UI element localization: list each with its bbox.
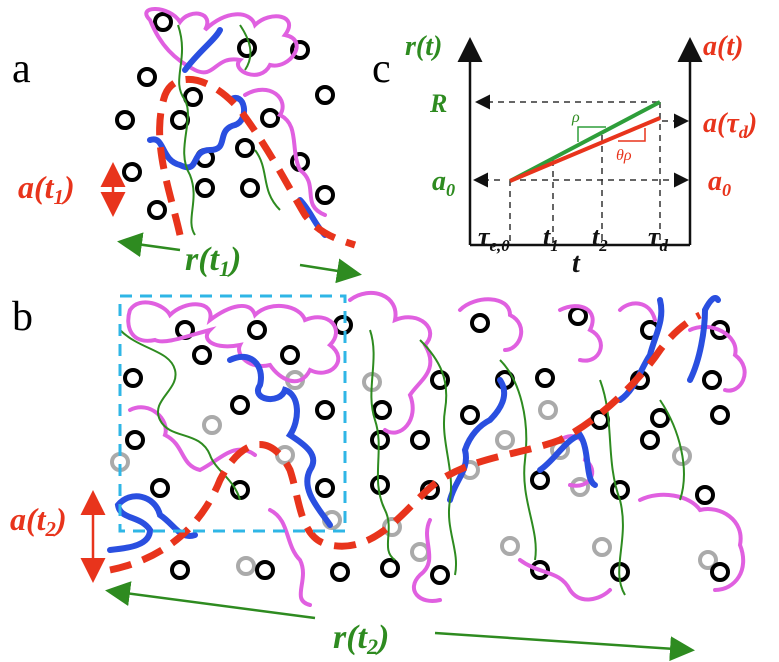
a0-label: a0 xyxy=(432,166,455,200)
particle xyxy=(332,564,348,580)
particle xyxy=(432,567,448,583)
panel-c-plot xyxy=(470,42,690,245)
particle xyxy=(172,112,188,128)
height-label: a(t1) xyxy=(18,169,75,209)
particle xyxy=(117,112,133,128)
panel-label: a xyxy=(12,46,31,92)
particle xyxy=(282,347,298,363)
tick-label: τe,0 xyxy=(478,222,510,255)
particle xyxy=(317,402,333,418)
particle xyxy=(124,164,140,180)
particle xyxy=(462,407,478,423)
particle xyxy=(374,402,390,418)
particle xyxy=(125,370,141,386)
particle xyxy=(185,89,201,105)
particle xyxy=(697,487,713,503)
length-label: r(t1) xyxy=(185,241,241,281)
particle xyxy=(532,472,548,488)
rho-label: ρ xyxy=(571,109,580,126)
tick-label: t1 xyxy=(543,222,559,255)
a-tau-label: a(τd) xyxy=(703,108,757,142)
theta-rho-label: θρ xyxy=(616,147,632,164)
particle xyxy=(382,560,398,576)
particle xyxy=(155,14,171,30)
tick-label: τd xyxy=(648,222,669,255)
tick-label: t2 xyxy=(592,222,608,255)
particle xyxy=(149,202,165,218)
axis-label: r(t) xyxy=(405,31,442,62)
grey-particle xyxy=(540,402,556,418)
particle xyxy=(372,432,388,448)
particle xyxy=(712,564,728,580)
particle xyxy=(127,432,143,448)
particle xyxy=(570,308,586,324)
grey-particle xyxy=(502,538,518,554)
particle xyxy=(317,187,333,203)
grey-particle xyxy=(204,417,220,433)
particle xyxy=(372,477,388,493)
particle xyxy=(152,480,168,496)
particle xyxy=(232,397,248,413)
panel-label: b xyxy=(12,294,33,340)
particle xyxy=(232,482,248,498)
r-label: R xyxy=(429,89,447,118)
particle xyxy=(704,372,720,388)
particle xyxy=(237,140,253,156)
particle xyxy=(239,40,255,56)
particle xyxy=(537,370,553,386)
axis-label: a(t) xyxy=(703,31,743,62)
panel-label: c xyxy=(372,46,391,92)
particle xyxy=(262,110,278,126)
particle xyxy=(197,180,213,196)
height-label: a(t2) xyxy=(10,501,67,541)
particle xyxy=(317,87,333,103)
x-axis-label: t xyxy=(572,248,581,279)
particle xyxy=(412,432,428,448)
particle xyxy=(242,180,258,196)
particle xyxy=(172,562,188,578)
particle xyxy=(317,480,333,496)
grey-particle xyxy=(238,558,254,574)
particle xyxy=(194,347,210,363)
particle xyxy=(249,322,265,338)
grey-particle xyxy=(497,432,513,448)
a0-label: a0 xyxy=(708,166,731,200)
particle xyxy=(712,407,728,423)
particle xyxy=(472,315,488,331)
figure: a b c a(t1) r(t1) a(t2) r(t2) r(t) a(t) … xyxy=(0,0,779,662)
particle xyxy=(652,410,668,426)
particle xyxy=(642,432,658,448)
grey-particle xyxy=(594,539,610,555)
particle xyxy=(257,562,273,578)
length-label: r(t2) xyxy=(333,619,389,659)
grey-particle xyxy=(412,544,428,560)
particle xyxy=(592,412,608,428)
particle xyxy=(139,69,155,85)
